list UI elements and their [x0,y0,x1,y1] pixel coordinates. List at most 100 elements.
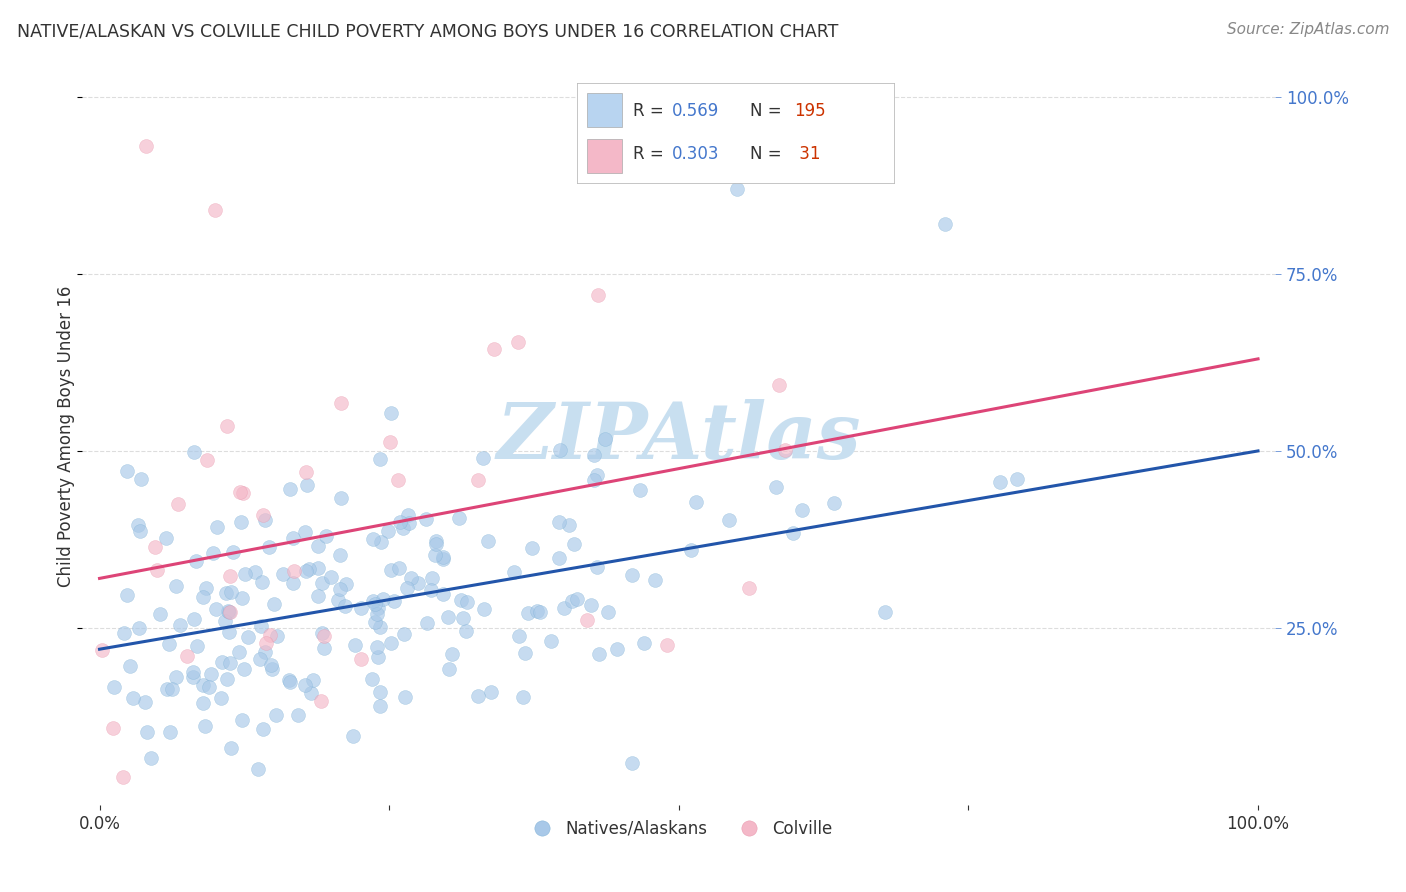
Natives/Alaskans [725,182,748,196]
Colville [111,770,134,784]
Colville [586,288,609,302]
Natives/Alaskans [112,626,135,640]
Natives/Alaskans [557,517,579,532]
Natives/Alaskans [198,680,221,694]
Natives/Alaskans [228,645,250,659]
Colville [773,442,796,457]
Colville [350,652,373,666]
Natives/Alaskans [139,751,162,765]
Natives/Alaskans [526,604,548,618]
Colville [768,377,790,392]
Natives/Alaskans [271,566,294,581]
Colville [204,203,226,218]
Natives/Alaskans [425,537,447,551]
Natives/Alaskans [454,624,477,638]
Colville [283,565,305,579]
Natives/Alaskans [598,605,620,619]
Natives/Alaskans [202,546,225,560]
Natives/Alaskans [297,561,319,575]
Natives/Alaskans [423,548,446,562]
Natives/Alaskans [447,511,470,525]
Natives/Alaskans [307,561,329,575]
Natives/Alaskans [582,448,605,462]
Natives/Alaskans [582,474,605,488]
Natives/Alaskans [398,516,420,531]
Natives/Alaskans [329,549,352,563]
Natives/Alaskans [281,531,304,545]
Natives/Alaskans [252,722,274,736]
Natives/Alaskans [120,658,142,673]
Natives/Alaskans [394,690,416,704]
Natives/Alaskans [194,719,217,733]
Natives/Alaskans [219,657,242,671]
Natives/Alaskans [1005,472,1028,486]
Natives/Alaskans [425,533,447,548]
Natives/Alaskans [257,541,280,555]
Colville [252,508,274,523]
Natives/Alaskans [685,495,707,509]
Natives/Alaskans [207,519,229,533]
Colville [312,629,335,643]
Text: Source: ZipAtlas.com: Source: ZipAtlas.com [1226,22,1389,37]
Natives/Alaskans [765,480,787,494]
Colville [738,581,761,595]
Natives/Alaskans [467,689,489,703]
Natives/Alaskans [387,560,409,574]
Natives/Alaskans [368,451,391,466]
Natives/Alaskans [209,690,232,705]
Natives/Alaskans [243,566,266,580]
Natives/Alaskans [129,472,152,486]
Natives/Alaskans [155,531,177,545]
Natives/Alaskans [103,680,125,694]
Natives/Alaskans [262,662,284,676]
Natives/Alaskans [988,475,1011,489]
Natives/Alaskans [200,666,222,681]
Natives/Alaskans [315,529,337,543]
Colville [135,139,157,153]
Natives/Alaskans [117,464,139,478]
Colville [103,721,125,735]
Natives/Alaskans [628,483,651,498]
Natives/Alaskans [395,581,418,595]
Text: ZIPAtlas: ZIPAtlas [496,399,860,475]
Colville [145,540,167,554]
Natives/Alaskans [183,444,205,458]
Natives/Alaskans [368,620,391,634]
Natives/Alaskans [472,602,495,616]
Colville [467,474,489,488]
Natives/Alaskans [477,533,499,548]
Natives/Alaskans [215,586,238,600]
Natives/Alaskans [371,591,394,606]
Natives/Alaskans [380,564,402,578]
Natives/Alaskans [231,714,253,728]
Natives/Alaskans [392,521,415,535]
Natives/Alaskans [156,682,179,697]
Y-axis label: Child Poverty Among Boys Under 16: Child Poverty Among Boys Under 16 [58,286,75,588]
Natives/Alaskans [218,625,240,640]
Natives/Alaskans [364,615,387,629]
Natives/Alaskans [361,593,384,607]
Natives/Alaskans [456,594,478,608]
Colville [254,636,277,650]
Natives/Alaskans [512,690,534,705]
Natives/Alaskans [392,626,415,640]
Natives/Alaskans [134,695,156,709]
Natives/Alaskans [367,601,389,615]
Natives/Alaskans [380,406,402,420]
Colville [482,342,505,356]
Natives/Alaskans [169,617,191,632]
Natives/Alaskans [186,639,208,653]
Natives/Alaskans [254,513,277,527]
Natives/Alaskans [540,634,562,648]
Colville [218,605,240,619]
Natives/Alaskans [314,641,336,656]
Colville [146,563,169,577]
Natives/Alaskans [329,582,352,597]
Natives/Alaskans [219,740,242,755]
Natives/Alaskans [420,572,443,586]
Natives/Alaskans [263,598,285,612]
Natives/Alaskans [231,515,253,529]
Colville [378,435,401,450]
Natives/Alaskans [160,681,183,696]
Natives/Alaskans [440,647,463,661]
